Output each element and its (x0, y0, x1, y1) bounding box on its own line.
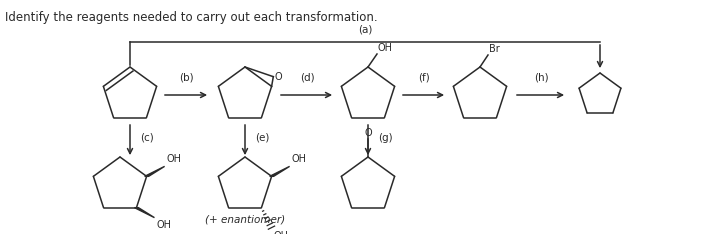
Text: OH: OH (166, 154, 181, 164)
Text: (d): (d) (300, 72, 314, 82)
Text: OH: OH (156, 220, 171, 230)
Text: Identify the reagents needed to carry out each transformation.: Identify the reagents needed to carry ou… (5, 11, 378, 24)
Text: Br: Br (489, 44, 500, 54)
Text: (f): (f) (418, 72, 430, 82)
Polygon shape (269, 166, 289, 176)
Text: O: O (274, 72, 282, 82)
Text: (b): (b) (178, 72, 193, 82)
Text: OH: OH (274, 231, 289, 234)
Text: (e): (e) (255, 133, 269, 143)
Polygon shape (144, 166, 165, 176)
Text: (h): (h) (534, 72, 548, 82)
Text: (g): (g) (378, 133, 392, 143)
Text: OH: OH (378, 43, 393, 53)
Text: (c): (c) (140, 133, 154, 143)
Polygon shape (134, 208, 154, 218)
Text: O: O (364, 128, 372, 138)
Text: (a): (a) (358, 25, 372, 35)
Text: OH: OH (292, 154, 306, 164)
Text: (+ enantiomer): (+ enantiomer) (205, 214, 285, 224)
